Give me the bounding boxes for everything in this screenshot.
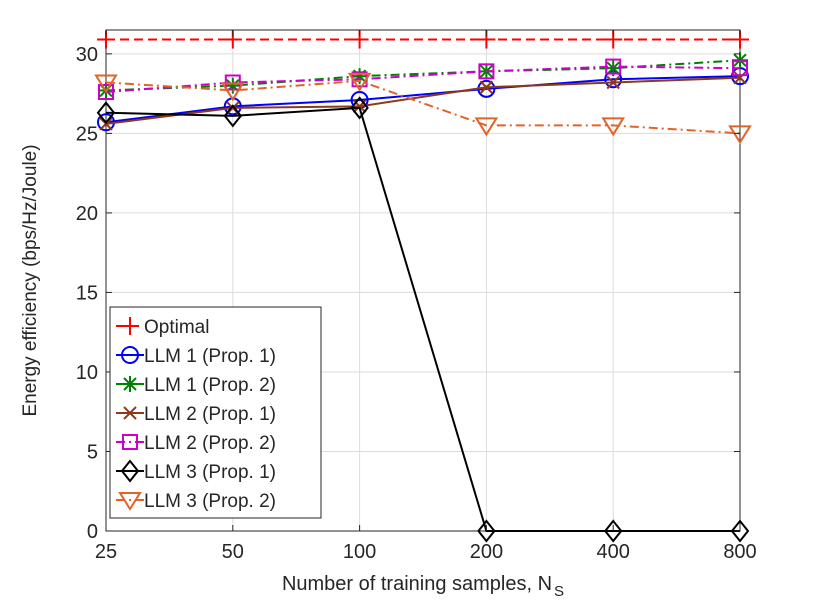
series-layer (94, 30, 752, 543)
data-point (732, 60, 748, 77)
series-6 (96, 96, 750, 543)
data-point (96, 101, 116, 125)
legend-item: LLM 3 (Prop. 2) (116, 491, 276, 512)
data-point (728, 125, 752, 145)
series-line (105, 75, 741, 124)
x-axis-label-main: Number of training samples, N (282, 573, 552, 595)
legend-item: LLM 2 (Prop. 1) (116, 404, 276, 425)
data-point (98, 84, 114, 101)
legend-label: LLM 2 (Prop. 2) (144, 433, 276, 454)
plot-area (105, 29, 741, 532)
data-point (605, 58, 622, 75)
x-tick-label: 25 (95, 541, 117, 563)
y-tick-label: 10 (76, 362, 98, 384)
series-1 (97, 30, 749, 49)
legend-marker (121, 346, 139, 364)
legend-marker (121, 317, 139, 335)
y-tick-label: 25 (76, 123, 98, 145)
series-line (105, 76, 741, 125)
legend-marker (118, 492, 142, 511)
data-point (94, 74, 118, 94)
data-point (730, 519, 750, 543)
data-point (477, 519, 496, 543)
series-line (105, 65, 741, 94)
legend-label: LLM 1 (Prop. 1) (144, 346, 276, 367)
data-point (350, 96, 369, 120)
y-tick-label: 5 (87, 441, 98, 463)
x-tick-label: 50 (222, 541, 244, 563)
legend-label: Optimal (144, 317, 209, 338)
data-point (478, 63, 495, 80)
x-tick-label: 200 (470, 541, 503, 563)
legend: Optimal LLM 1 (Prop. 1) LLM 1 (Prop. 2) LLM… (109, 306, 322, 519)
series-line (105, 59, 741, 92)
legend-box (109, 306, 322, 519)
x-tick-label: 400 (597, 541, 630, 563)
legend-marker (123, 406, 137, 420)
legend-marker (122, 434, 138, 450)
legend-label: LLM 3 (Prop. 1) (144, 462, 276, 483)
data-point (601, 117, 626, 137)
series-line (105, 106, 740, 532)
legend-marker (122, 376, 138, 392)
data-point (479, 80, 494, 94)
data-point (603, 519, 623, 543)
series-2 (97, 67, 749, 132)
y-tick-label: 15 (76, 282, 98, 304)
series-line (105, 79, 741, 135)
legend-item: LLM 2 (Prop. 2) (116, 433, 276, 454)
legend-marker (120, 459, 140, 483)
legend-item: LLM 1 (Prop. 1) (116, 346, 276, 367)
y-tick-label: 0 (87, 521, 98, 543)
data-point (347, 72, 372, 92)
legend-label: LLM 2 (Prop. 1) (144, 404, 276, 425)
legend-item: Optimal (116, 317, 209, 338)
legend-label: LLM 1 (Prop. 2) (144, 375, 276, 396)
legend-label: LLM 3 (Prop. 2) (144, 491, 276, 512)
series-7 (94, 72, 752, 145)
data-point (474, 117, 499, 137)
axis-ticks: 25 50 100 200 400 800 0 5 10 15 20 25 30 (76, 30, 757, 563)
data-point (223, 104, 243, 128)
y-tick-label: 30 (76, 44, 98, 66)
series-4 (99, 71, 747, 131)
legend-item: LLM 3 (Prop. 1) (116, 459, 276, 483)
data-point (606, 75, 620, 90)
x-tick-label: 100 (343, 541, 376, 563)
x-tick-label: 800 (723, 541, 756, 563)
x-axis-label-subscript: S (554, 583, 564, 600)
y-axis-label: Energy efficiency (bps/Hz/Joule) (20, 144, 41, 416)
data-point (733, 71, 747, 85)
data-point (220, 82, 245, 102)
y-tick-label: 20 (76, 203, 98, 225)
legend-item: LLM 1 (Prop. 2) (116, 375, 276, 396)
